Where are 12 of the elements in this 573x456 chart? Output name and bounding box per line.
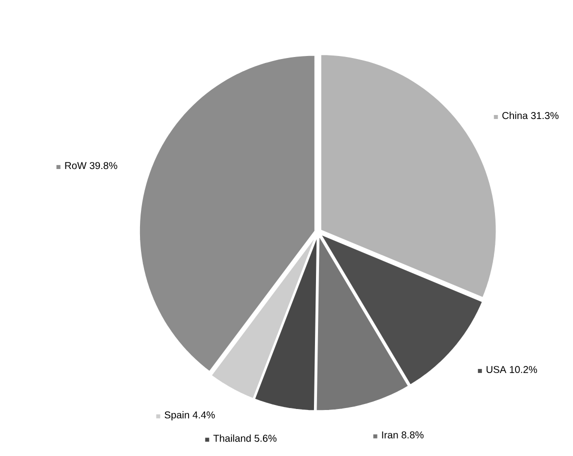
legend-label: Iran [382,431,398,438]
legend-label: Thailand [213,434,251,442]
legend-label: China [502,112,528,120]
legend-label: Spain [164,411,190,420]
data-label: 10.2% [510,366,538,374]
data-label: 5.6% [254,434,277,442]
legend-label: RoW [65,162,87,170]
data-label: 31.3% [531,112,559,120]
legend-label: USA [486,366,506,374]
data-label: 8.8% [402,431,424,438]
data-label: 4.4% [192,411,215,418]
data-label: 39.8% [90,162,118,170]
